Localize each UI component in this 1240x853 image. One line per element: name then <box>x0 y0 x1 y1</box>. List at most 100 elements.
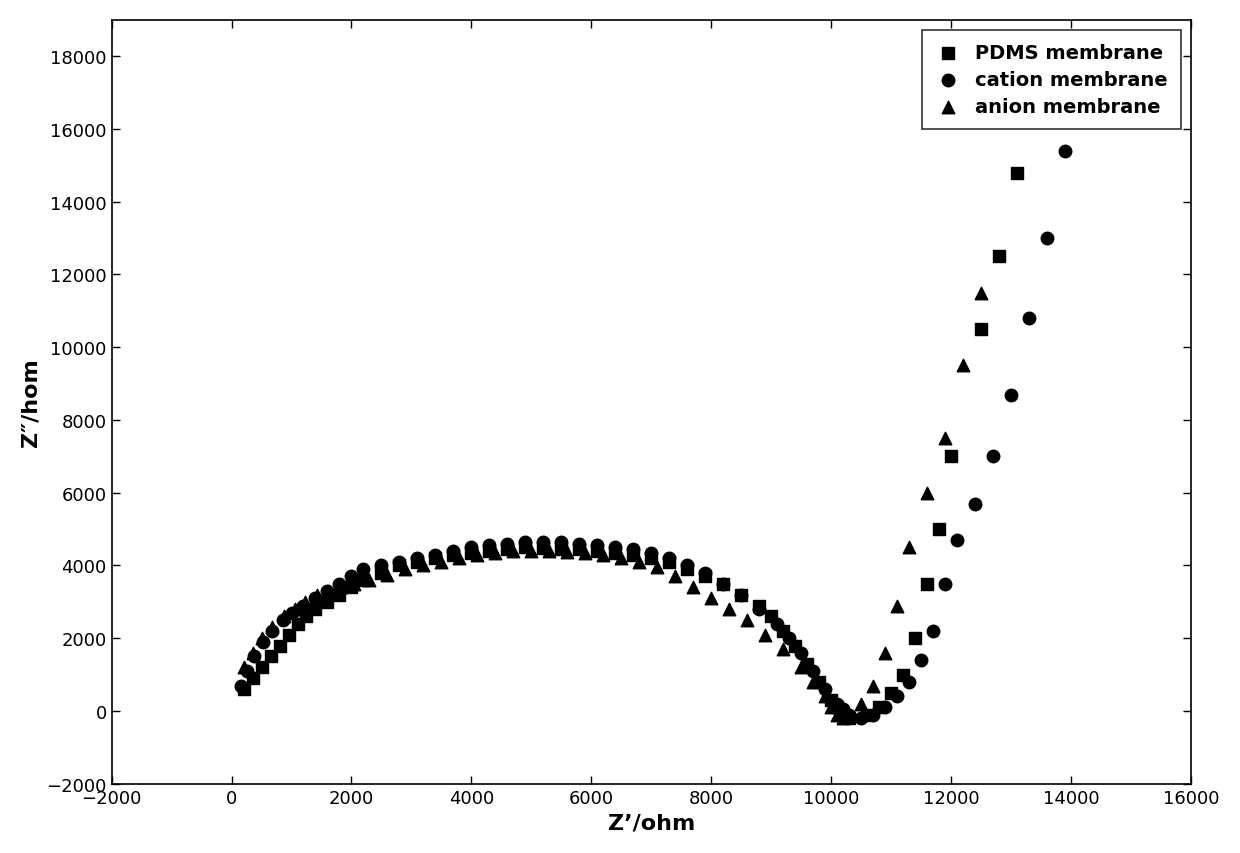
cation membrane <box>231 679 250 693</box>
anion membrane <box>396 563 415 577</box>
PDMS membrane <box>372 566 392 580</box>
PDMS membrane <box>810 676 830 689</box>
cation membrane <box>815 682 835 696</box>
cation membrane <box>552 536 572 549</box>
anion membrane <box>774 642 794 656</box>
PDMS membrane <box>827 700 847 714</box>
anion membrane <box>594 548 614 562</box>
Y-axis label: Z″/hom: Z″/hom <box>21 358 41 447</box>
PDMS membrane <box>971 322 991 336</box>
anion membrane <box>575 546 595 560</box>
cation membrane <box>305 592 325 606</box>
anion membrane <box>285 602 305 616</box>
anion membrane <box>377 568 397 582</box>
anion membrane <box>360 573 379 587</box>
anion membrane <box>954 359 973 373</box>
Legend: PDMS membrane, cation membrane, anion membrane: PDMS membrane, cation membrane, anion me… <box>923 31 1182 131</box>
cation membrane <box>444 544 464 558</box>
cation membrane <box>516 536 536 549</box>
anion membrane <box>683 581 703 595</box>
cation membrane <box>965 497 985 511</box>
anion membrane <box>295 595 315 609</box>
PDMS membrane <box>785 639 805 653</box>
cation membrane <box>1055 145 1075 159</box>
PDMS membrane <box>893 668 913 682</box>
PDMS membrane <box>660 555 680 569</box>
PDMS membrane <box>1007 166 1027 180</box>
anion membrane <box>432 555 451 569</box>
PDMS membrane <box>839 711 859 725</box>
anion membrane <box>738 613 758 627</box>
cation membrane <box>281 606 301 620</box>
PDMS membrane <box>749 599 769 612</box>
PDMS membrane <box>905 632 925 646</box>
cation membrane <box>899 676 919 689</box>
PDMS membrane <box>696 570 715 583</box>
anion membrane <box>630 555 650 569</box>
cation membrane <box>497 537 517 551</box>
cation membrane <box>696 566 715 580</box>
cation membrane <box>372 559 392 572</box>
anion membrane <box>899 541 919 554</box>
anion membrane <box>243 647 263 660</box>
PDMS membrane <box>341 581 361 595</box>
cation membrane <box>791 647 811 660</box>
cation membrane <box>935 577 955 591</box>
anion membrane <box>918 486 937 500</box>
PDMS membrane <box>821 693 841 707</box>
cation membrane <box>353 563 373 577</box>
PDMS membrane <box>641 552 661 566</box>
anion membrane <box>791 661 811 675</box>
PDMS membrane <box>533 542 553 555</box>
anion membrane <box>851 697 870 711</box>
PDMS membrane <box>918 577 937 591</box>
cation membrane <box>911 653 931 667</box>
anion membrane <box>345 577 365 591</box>
anion membrane <box>558 545 578 559</box>
PDMS membrane <box>279 628 299 641</box>
PDMS membrane <box>929 523 949 537</box>
PDMS membrane <box>990 250 1009 264</box>
anion membrane <box>935 432 955 445</box>
cation membrane <box>732 588 751 601</box>
cation membrane <box>851 711 870 725</box>
PDMS membrane <box>882 686 901 699</box>
cation membrane <box>330 577 350 591</box>
cation membrane <box>253 635 273 649</box>
PDMS membrane <box>588 544 608 558</box>
anion membrane <box>485 546 505 560</box>
cation membrane <box>461 541 481 554</box>
cation membrane <box>804 664 823 678</box>
cation membrane <box>425 548 445 562</box>
anion membrane <box>804 676 823 689</box>
PDMS membrane <box>761 610 781 624</box>
PDMS membrane <box>869 700 889 714</box>
anion membrane <box>611 552 631 566</box>
cation membrane <box>947 534 967 548</box>
cation membrane <box>1001 388 1021 402</box>
cation membrane <box>863 708 883 722</box>
cation membrane <box>533 536 553 549</box>
PDMS membrane <box>252 661 272 675</box>
anion membrane <box>413 559 433 572</box>
anion membrane <box>719 602 739 616</box>
cation membrane <box>244 650 264 664</box>
PDMS membrane <box>774 624 794 638</box>
anion membrane <box>833 711 853 725</box>
PDMS membrane <box>408 555 428 569</box>
PDMS membrane <box>389 559 409 572</box>
PDMS membrane <box>624 548 644 562</box>
PDMS membrane <box>941 450 961 464</box>
PDMS membrane <box>461 546 481 560</box>
anion membrane <box>263 621 283 635</box>
cation membrane <box>749 602 769 616</box>
cation membrane <box>839 708 859 722</box>
PDMS membrane <box>552 543 572 556</box>
PDMS membrane <box>317 595 337 609</box>
PDMS membrane <box>605 546 625 560</box>
cation membrane <box>660 552 680 566</box>
anion membrane <box>274 610 294 624</box>
cation membrane <box>887 690 906 704</box>
PDMS membrane <box>425 552 445 566</box>
anion membrane <box>815 690 835 704</box>
